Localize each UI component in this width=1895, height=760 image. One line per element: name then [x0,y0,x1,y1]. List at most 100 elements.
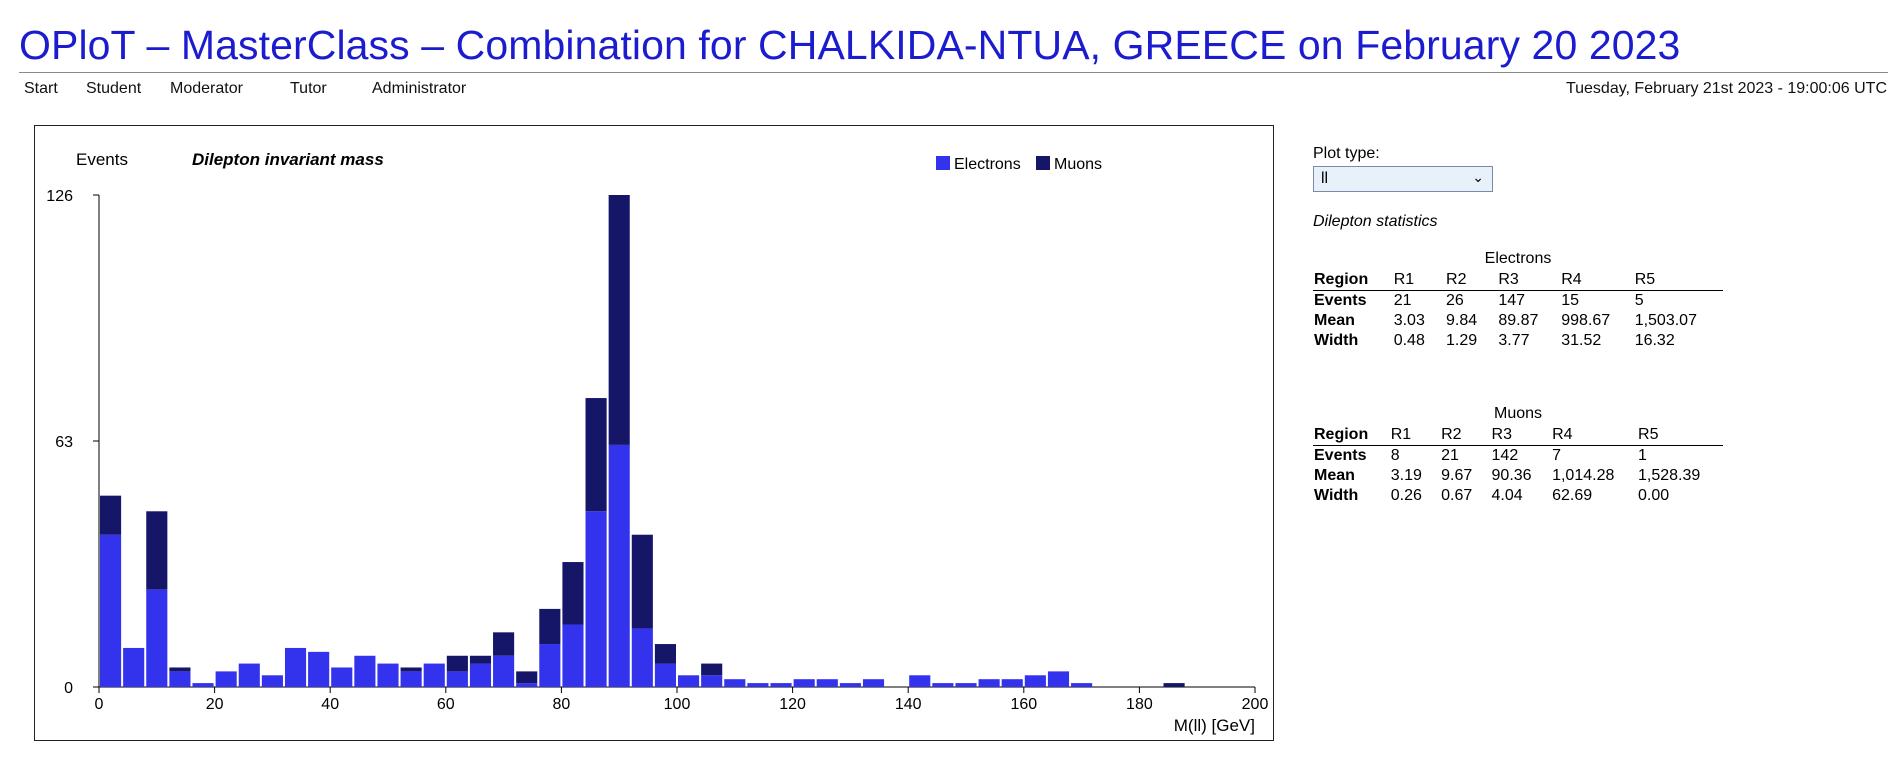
table-caption: Electrons [1484,250,1552,267]
bar-electrons [816,679,838,687]
bar-electrons [215,671,237,687]
table-cell: 0.67 [1441,487,1473,504]
nav-start[interactable]: Start [24,80,58,97]
table-cell: 21 [1441,447,1459,464]
muons-stats-table: Muons Region R1 R2 R3 R4 R5 Events 8 21 … [1313,405,1723,506]
x-tick-label: 180 [1126,696,1153,713]
nav-student[interactable]: Student [86,80,142,97]
bar-muons [539,608,561,645]
row-label: Mean [1314,312,1355,329]
column-header: Region [1313,270,1393,291]
bar-electrons [146,589,168,687]
x-tick-label: 140 [895,696,922,713]
bar-muons [701,663,723,676]
x-tick-label: 80 [553,696,571,713]
x-tick-label: 160 [1010,696,1037,713]
table-header-row: Region R1 R2 R3 R4 R5 [1313,425,1723,446]
table-cell: 15 [1561,292,1580,309]
row-label: Width [1314,487,1359,504]
nav-administrator[interactable]: Administrator [372,80,467,97]
bar-electrons [354,655,376,687]
table-cell: 147 [1498,292,1526,309]
bar-electrons [701,675,723,687]
bar-electrons [261,675,283,687]
legend-swatch-electrons [936,156,950,170]
bar-electrons [793,679,815,687]
bar-muons [446,655,468,672]
nav-tutor[interactable]: Tutor [290,80,327,97]
bar-electrons [562,624,584,687]
table-row: Mean 3.19 9.67 90.36 1,014.28 1,528.39 [1313,466,1723,486]
bar-electrons [493,655,515,687]
table-cell: 9.84 [1446,312,1478,329]
row-label: Mean [1314,467,1355,484]
chevron-down-icon: ⌄ [1472,169,1484,185]
bar-muons [146,511,168,590]
bar-electrons [377,663,399,687]
bar-electrons [862,679,885,687]
column-header: R1 [1389,425,1441,446]
table-cell: 8 [1390,447,1400,464]
table-cell: 3.19 [1390,467,1422,484]
bar-electrons [123,647,145,687]
legend-label-electrons: Electrons [954,156,1021,173]
bar-muons [400,667,422,672]
bar-electrons [978,679,1000,687]
column-header: Region [1313,425,1390,446]
table-cell: 1,528.39 [1638,467,1701,484]
chart-title: Dilepton invariant mass [192,150,384,169]
bar-electrons [1001,679,1023,687]
y-tick-label: 126 [46,188,73,205]
table-cell: 142 [1491,447,1519,464]
table-cell: 3.77 [1498,332,1530,349]
table-cell: 16.32 [1634,332,1675,349]
y-axis-label: Events [76,150,128,169]
nav-moderator[interactable]: Moderator [170,80,243,97]
x-tick-label: 60 [437,696,455,713]
bar-electrons [284,647,307,687]
table-cell: 89.87 [1498,312,1539,329]
bar-muons [1163,683,1185,687]
bar-muons [100,495,122,535]
table-cell: 4.04 [1491,487,1523,504]
bar-electrons [932,683,954,687]
bar-electrons [747,683,769,687]
y-tick-label: 0 [64,680,73,697]
x-tick-label: 100 [664,696,691,713]
table-cell: 7 [1552,447,1561,464]
table-cell: 9.67 [1441,467,1473,484]
table-row: Events 8 21 142 7 1 [1313,446,1723,467]
plot-type-select[interactable]: ll ⌄ [1313,166,1493,192]
y-tick-label: 63 [55,434,73,451]
table-cell: 1 [1638,447,1647,464]
bar-muons [516,671,538,684]
chart-legend: Electrons Muons [936,156,1102,173]
table-cell: 0.48 [1393,332,1425,349]
column-header: R2 [1445,270,1498,291]
plot-area: 0 20 40 60 80 100 120 140 160 180 200 0 63 126 [46,188,1268,713]
bar-electrons [608,444,630,687]
bar-electrons [423,663,445,687]
plot-type-label: Plot type: [1313,145,1380,162]
x-tick-label: 200 [1242,696,1269,713]
bar-electrons [678,675,700,687]
column-header: R4 [1560,270,1634,291]
table-cell: 0.26 [1390,487,1422,504]
table-cell: 1,503.07 [1634,312,1697,329]
bar-electrons [770,683,792,687]
column-header: R4 [1551,425,1638,446]
table-cell: 5 [1634,292,1644,309]
bar-muons [608,195,630,445]
page-title: OPloT – MasterClass – Combination for CH… [19,22,1681,68]
x-tick-label: 120 [779,696,806,713]
bar-electrons [516,683,538,687]
x-tick-label: 40 [321,696,339,713]
row-label: Events [1314,292,1367,309]
x-tick-label: 0 [95,696,104,713]
x-axis-label: M(ll) [GeV] [1174,716,1255,735]
table-cell: 21 [1393,292,1412,309]
legend-swatch-muons [1036,156,1050,170]
bar-electrons [331,667,353,687]
title-divider [19,72,1888,73]
bar-muons [585,398,607,512]
